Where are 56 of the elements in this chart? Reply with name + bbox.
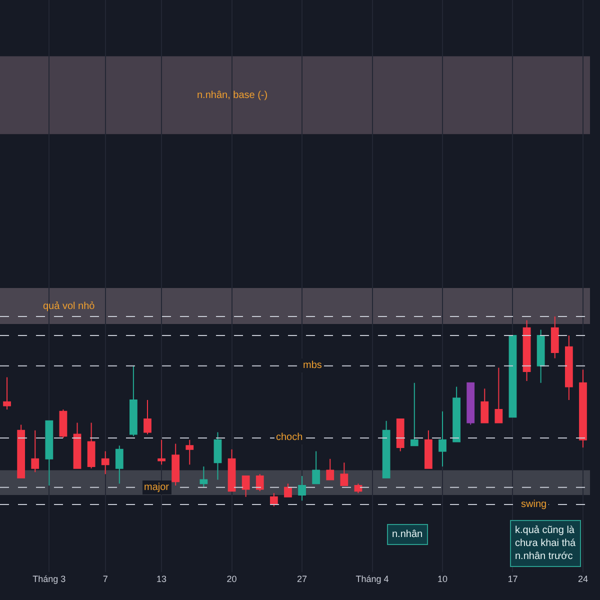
candlestick bbox=[144, 400, 152, 435]
candlestick bbox=[59, 409, 68, 438]
text: k.quả cũng là chưa khai thá n.nhân trước bbox=[515, 525, 576, 562]
candlestick bbox=[186, 439, 194, 466]
band-label: quả vol nhỏ bbox=[43, 301, 96, 312]
x-tick-label: 24 bbox=[578, 574, 588, 584]
candlestick bbox=[312, 450, 320, 484]
candlestick bbox=[466, 382, 475, 426]
candlestick bbox=[424, 430, 432, 469]
ref-line-label: mbs bbox=[303, 360, 322, 371]
band-label: n.nhân, base (-) bbox=[197, 90, 268, 101]
ref-line-label: choch bbox=[276, 432, 303, 443]
x-tick-label: Tháng 3 bbox=[32, 574, 66, 584]
candlestick bbox=[172, 443, 180, 486]
candlestick bbox=[214, 432, 222, 480]
x-tick-label: 20 bbox=[226, 574, 237, 584]
candlestick bbox=[17, 424, 26, 478]
candlestick bbox=[579, 369, 587, 448]
candlestick bbox=[536, 329, 545, 384]
candlestick bbox=[494, 367, 503, 424]
x-tick-label: 17 bbox=[508, 574, 518, 584]
candlestick bbox=[564, 334, 573, 401]
candlestick bbox=[200, 466, 208, 488]
x-tick-label: 13 bbox=[156, 574, 167, 584]
x-tick-label: 27 bbox=[297, 574, 308, 584]
candlestick bbox=[410, 382, 418, 446]
ref-line-label: swing bbox=[521, 499, 547, 510]
candlestick bbox=[256, 474, 264, 492]
candlestick bbox=[3, 376, 11, 410]
candlestick bbox=[438, 410, 446, 467]
candlestick bbox=[452, 386, 460, 442]
candlestick bbox=[382, 420, 390, 478]
x-tick-label: Tháng 4 bbox=[356, 574, 389, 584]
candlestick bbox=[158, 439, 166, 466]
candlestick bbox=[480, 388, 489, 424]
candlestick bbox=[522, 320, 531, 382]
candlestick bbox=[73, 422, 82, 469]
candlestick bbox=[508, 334, 517, 418]
candlestick bbox=[326, 458, 334, 480]
candlestick bbox=[101, 450, 110, 475]
candlestick bbox=[130, 365, 138, 437]
candlestick bbox=[298, 475, 306, 502]
candlestick bbox=[31, 430, 40, 473]
text: n.nhân bbox=[392, 529, 423, 540]
candlestick bbox=[87, 422, 96, 469]
candlestick bbox=[396, 418, 404, 452]
candlestick bbox=[115, 445, 124, 484]
candlestick bbox=[550, 316, 559, 359]
candlestick bbox=[340, 462, 348, 486]
x-tick-label: 10 bbox=[437, 574, 448, 584]
ref-line-label: major bbox=[144, 482, 170, 493]
candlestick bbox=[284, 483, 292, 498]
candlestick bbox=[242, 475, 250, 498]
x-tick-label: 7 bbox=[102, 574, 108, 584]
candlestick bbox=[228, 448, 236, 492]
candlestick bbox=[45, 420, 54, 486]
